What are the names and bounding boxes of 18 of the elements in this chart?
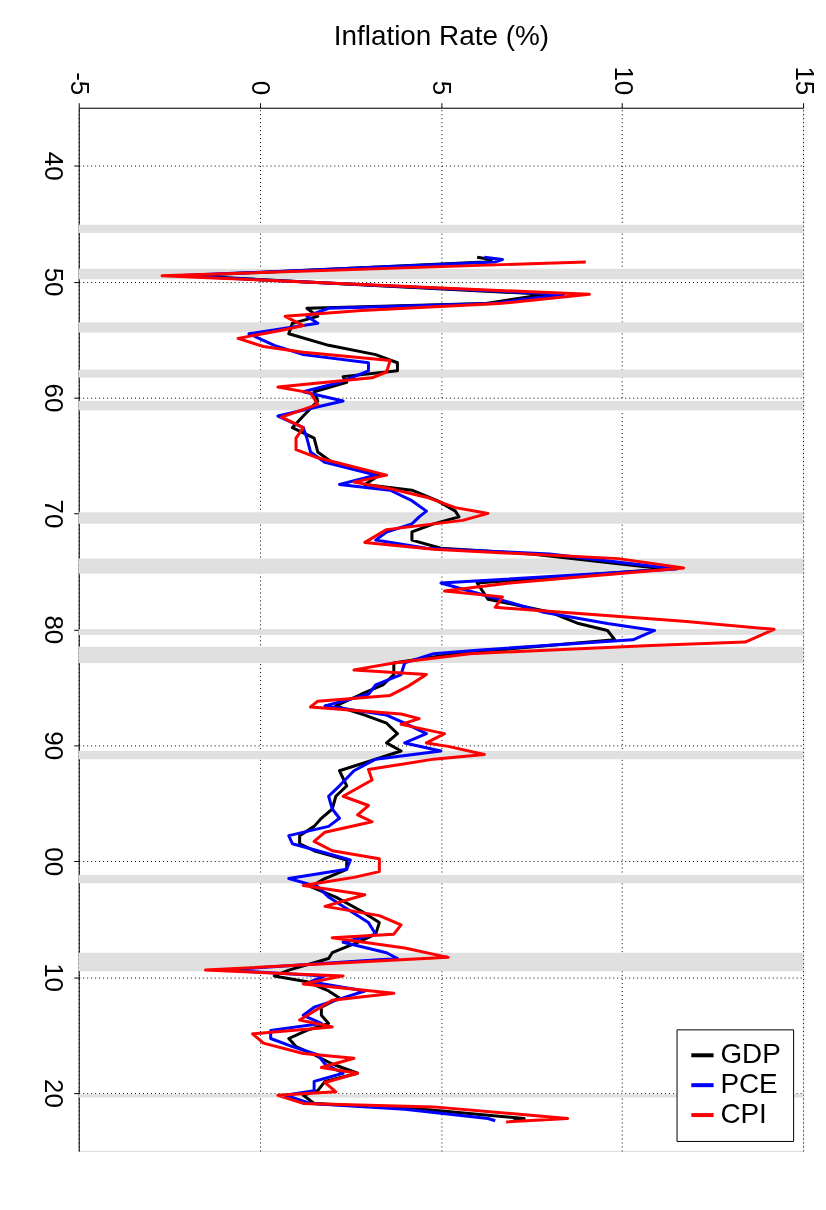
x-axis-title: Inflation Rate (%)	[333, 19, 550, 51]
y-tick-label: 40	[40, 151, 69, 181]
x-tick-label: 5	[428, 80, 457, 96]
y-tick-label: 10	[40, 963, 69, 992]
x-tick-label: 15	[790, 66, 819, 96]
y-tick-label: 70	[40, 499, 69, 529]
legend-label: PCE	[720, 1068, 778, 1100]
legend-label: GDP	[720, 1038, 781, 1070]
y-tick-label: 50	[40, 267, 69, 297]
y-tick-label: 90	[40, 731, 69, 761]
y-tick-label: 00	[40, 847, 69, 877]
legend-label: CPI	[720, 1098, 767, 1130]
y-tick-label: 20	[40, 1079, 69, 1108]
y-tick-label: 60	[40, 383, 69, 413]
x-tick-label: 0	[247, 80, 276, 96]
x-tick-label: -5	[66, 72, 95, 96]
y-tick-label: 80	[40, 615, 69, 645]
x-tick-label: 10	[609, 66, 638, 96]
